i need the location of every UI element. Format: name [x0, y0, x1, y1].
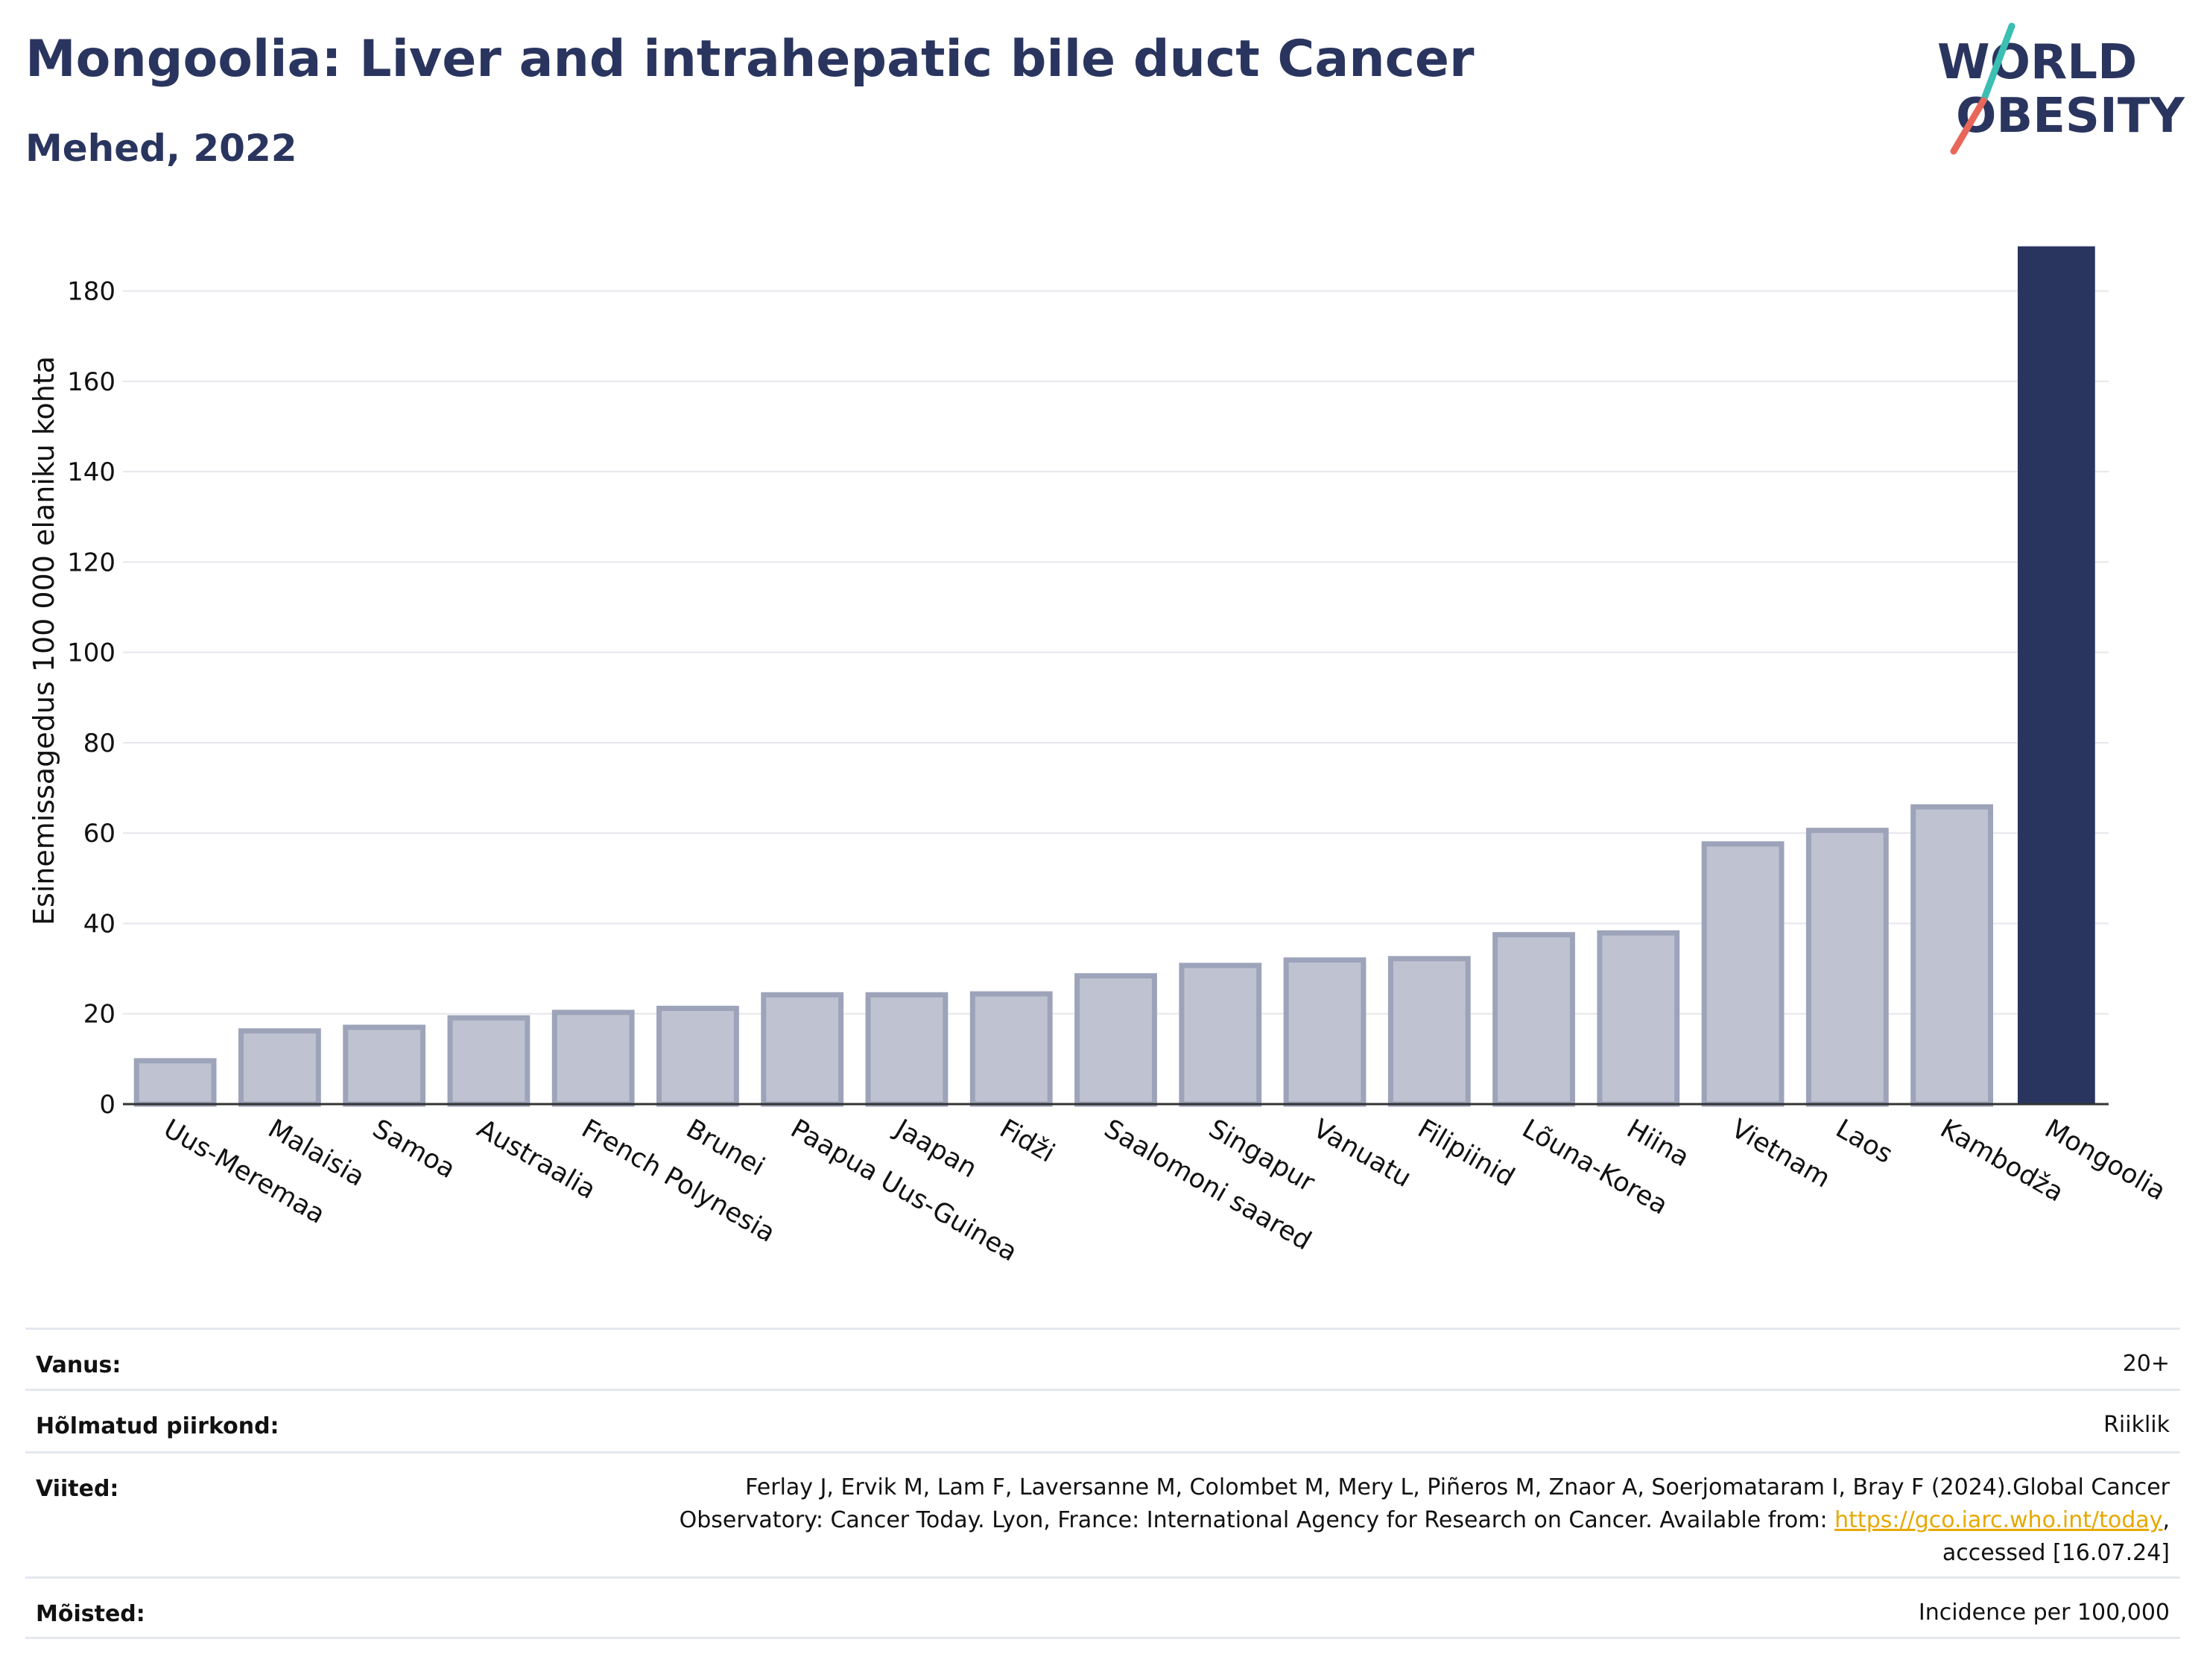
chart-subtitle: Mehed, 2022 [25, 127, 297, 170]
meta-label-age: Vanus: [36, 1352, 121, 1378]
bar-paapua-uus-guinea[interactable] [761, 992, 844, 1107]
bar-jaapan[interactable] [865, 992, 949, 1107]
logo-slash-teal [1980, 22, 2015, 104]
y-tick-label: 180 [67, 277, 115, 307]
bar-fidži[interactable] [969, 991, 1053, 1107]
meta-row-age: Vanus: 20+ [25, 1328, 2180, 1389]
reference-line-1: Ferlay J, Ervik M, Lam F, Laversanne M, … [745, 1474, 2170, 1500]
meta-value-definitions: Incidence per 100,000 [1918, 1600, 2170, 1626]
meta-value-age: 20+ [2122, 1351, 2170, 1377]
x-tick-label: Filipiinid [1413, 1114, 1519, 1193]
meta-row-references: Viited: Ferlay J, Ervik M, Lam F, Lavers… [25, 1451, 2180, 1576]
reference-line-2: Observatory: Cancer Today. Lyon, France:… [680, 1504, 2170, 1537]
bar-french-polynesia[interactable] [551, 1009, 635, 1107]
x-tick-label: Hiina [1621, 1114, 1694, 1173]
y-tick-label: 120 [67, 548, 115, 577]
y-tick-label: 40 [83, 909, 115, 939]
y-tick-label: 160 [67, 367, 115, 397]
bar-lõuna-korea[interactable] [1492, 932, 1575, 1107]
y-axis-ticks: 0 20 40 60 80 100 120 140 160 180 [67, 277, 115, 1120]
x-tick-label: Vietnam [1726, 1114, 1835, 1194]
bar-samoa[interactable] [343, 1024, 426, 1107]
y-tick-label: 60 [83, 819, 115, 849]
y-tick-label: 20 [83, 1000, 115, 1030]
bar-vietnam[interactable] [1701, 841, 1785, 1107]
x-tick-label: Vanuatu [1308, 1114, 1416, 1194]
meta-label-coverage: Hõlmatud piirkond: [36, 1413, 279, 1439]
meta-label-definitions: Mõisted: [36, 1601, 145, 1627]
y-axis-label: Esinemissagedus 100 000 elaniku kohta [28, 356, 60, 925]
x-tick-label: Austraalia [472, 1114, 601, 1205]
bar-laos[interactable] [1805, 828, 1889, 1107]
bar-brunei[interactable] [656, 1005, 739, 1107]
bar-hiina[interactable] [1597, 930, 1680, 1107]
x-tick-label: Samoa [367, 1114, 460, 1185]
bar-saalomoni-saared[interactable] [1074, 973, 1157, 1107]
x-tick-label: Brunei [681, 1114, 770, 1182]
logo-text-obesity: OBESITY [1956, 89, 2185, 144]
chart-title: Mongoolia: Liver and intrahepatic bile d… [25, 30, 1475, 89]
bar-austraalia[interactable] [447, 1015, 531, 1107]
meta-row-coverage: Hõlmatud piirkond: Riiklik [25, 1389, 2180, 1451]
world-obesity-logo: WORLD OBESITY [1937, 22, 2185, 155]
bar-filipiinid[interactable] [1387, 956, 1471, 1107]
y-tick-label: 140 [67, 457, 115, 487]
bar-vanuatu[interactable] [1283, 957, 1367, 1107]
logo-slash-coral [1950, 97, 1987, 155]
y-tick-label: 0 [99, 1090, 115, 1120]
bars [133, 246, 2095, 1107]
reference-line-2-text: Observatory: Cancer Today. Lyon, France:… [679, 1507, 1835, 1533]
meta-label-references: Viited: [36, 1476, 119, 1502]
logo-text-world: WORLD [1937, 35, 2137, 90]
bar-mongoolia[interactable] [2017, 246, 2095, 1104]
bar-uus-meremaa[interactable] [133, 1058, 217, 1107]
reference-line-3: accessed [16.07.24] [1942, 1540, 2170, 1566]
meta-value-coverage: Riiklik [2103, 1412, 2170, 1438]
bar-kambodža[interactable] [1910, 804, 1994, 1107]
metadata-table: Vanus: 20+ Hõlmatud piirkond: Riiklik Vi… [25, 1328, 2180, 1639]
reference-line-2-end: , [2162, 1507, 2170, 1533]
reference-link[interactable]: https://gco.iarc.who.int/today [1834, 1507, 2163, 1533]
x-tick-label: Laos [1831, 1114, 1898, 1170]
y-tick-label: 100 [67, 638, 115, 668]
bar-chart: 0 20 40 60 80 100 120 140 160 180 Uus-MeremaaMala… [28, 246, 2170, 1268]
y-tick-label: 80 [83, 729, 115, 758]
bar-singapur[interactable] [1179, 963, 1262, 1107]
bar-malaisia[interactable] [238, 1028, 321, 1107]
x-tick-label: Fidži [995, 1114, 1060, 1168]
meta-value-references: Ferlay J, Ervik M, Lam F, Laversanne M, … [680, 1471, 2170, 1570]
x-tick-label: French Polynesia [577, 1114, 780, 1249]
meta-row-definitions: Mõisted: Incidence per 100,000 [25, 1576, 2180, 1639]
